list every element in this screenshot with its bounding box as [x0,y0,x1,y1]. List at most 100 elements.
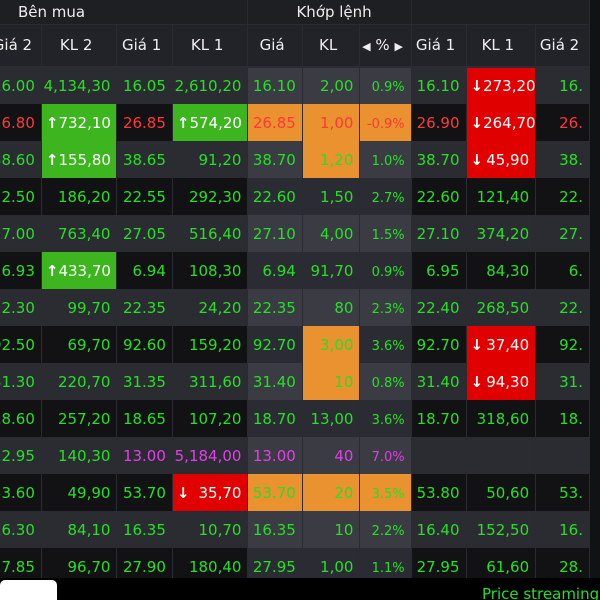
cell[interactable]: ↑ 732,10 [41,104,118,141]
column-header[interactable]: KL 1 [172,24,249,68]
cell[interactable]: 50,60 [466,474,537,511]
cell[interactable]: 6.93 [0,252,42,289]
table-row[interactable]: 22.50 186,20 22.55 292,30 22.60 1,50 2.7% 22.60… [0,178,590,215]
cell[interactable]: 49,90 [41,474,118,511]
cell[interactable]: 31.40 [247,363,303,400]
table-row[interactable]: 38.60↑155,8038.6591,2038.701,201.0%38.70… [0,141,590,178]
cell[interactable]: ↓ 45,90 [466,141,537,178]
cell[interactable]: 318,60 [466,400,537,437]
cell[interactable]: 91,70 [302,252,361,289]
cell[interactable]: 53.70 [116,474,173,511]
table-row[interactable]: 27.00 763,40 27.05 516,40 27.10 4,00 1.5% 27.10… [0,215,590,252]
cell[interactable]: 18. [535,400,590,437]
cell[interactable]: 92.70 [411,326,467,363]
cell[interactable]: 13,00 [302,400,361,437]
cell[interactable]: ↓ 35,70 [172,474,249,511]
cell[interactable]: 2.3% [359,289,412,326]
cell[interactable]: 84,10 [41,511,118,548]
cell[interactable]: ↑ 155,80 [41,141,118,178]
cell[interactable]: 0.9% [359,252,412,289]
cell[interactable]: 16. [535,511,590,548]
cell[interactable]: 374,20 [466,215,537,252]
table-row[interactable]: 16.30 84,10 16.35 10,70 16.35 10 2.2% 16.40 152,… [0,511,590,548]
cell[interactable]: 53.60 [0,474,42,511]
table-row[interactable]: 53.60 49,90 53.70 ↓ 35,70 53.70 20 3.5% 53.80 50,… [0,474,590,511]
cell[interactable]: ↓ 273,20 [466,67,537,104]
cell[interactable]: 516,40 [172,215,249,252]
cell[interactable]: 92.60 [116,326,173,363]
column-header[interactable]: Giá 1 [411,24,467,68]
cell[interactable]: 3.5% [359,474,412,511]
cell[interactable]: 22.60 [411,178,467,215]
cell[interactable]: -0.9% [359,104,412,141]
cell[interactable]: 16.10 [411,67,467,104]
cell[interactable]: 38.70 [411,141,467,178]
cell[interactable]: 22.35 [247,289,303,326]
cell[interactable]: ↓ 94,30 [466,363,537,400]
cell[interactable]: 763,40 [41,215,118,252]
table-row[interactable]: 31.30 220,70 31.35 311,60 31.40 10 0.8% 31.40 ↓9… [0,363,590,400]
cell[interactable]: 27.05 [116,215,173,252]
cell[interactable]: 22.35 [116,289,173,326]
column-header[interactable]: Giá 1 [116,24,173,68]
cell[interactable]: 22.55 [116,178,173,215]
cell[interactable]: 18.70 [411,400,467,437]
cell[interactable]: 5,184,00 [172,437,249,474]
cell[interactable]: 22. [535,289,590,326]
cell[interactable]: 16.35 [247,511,303,548]
cell[interactable]: 107,20 [172,400,249,437]
cell[interactable]: 53.70 [247,474,303,511]
cell[interactable]: 4,134,30 [41,67,118,104]
cell[interactable]: 92.50 [0,326,42,363]
cell[interactable] [411,437,467,474]
cell[interactable]: 1,20 [302,141,361,178]
cell[interactable]: 38.65 [116,141,173,178]
cell[interactable]: 2,00 [302,67,361,104]
cell[interactable]: 3.6% [359,326,412,363]
cell[interactable]: 1,50 [302,178,361,215]
cell[interactable]: 10 [302,363,361,400]
cell[interactable]: 10,70 [172,511,249,548]
cell[interactable]: 220,70 [41,363,118,400]
cell[interactable]: ↑ 433,70 [41,252,118,289]
table-row[interactable]: 12.95 140,30 13.00 5,184,00 13.00 40 7.0% [0,437,590,474]
cell[interactable]: 16.30 [0,511,42,548]
cell[interactable]: 13.00 [116,437,173,474]
cell[interactable]: 38.70 [247,141,303,178]
cell[interactable]: 3,00 [302,326,361,363]
cell[interactable]: 31.30 [0,363,42,400]
cell[interactable]: 2.2% [359,511,412,548]
cell[interactable]: 257,20 [41,400,118,437]
cell[interactable]: 1.0% [359,141,412,178]
cell[interactable]: 99,70 [41,289,118,326]
cell[interactable]: 18.65 [116,400,173,437]
cell[interactable]: 22.60 [247,178,303,215]
cell[interactable]: 31.35 [116,363,173,400]
cell[interactable]: 27.00 [0,215,42,252]
cell[interactable]: 38.60 [0,141,42,178]
column-header[interactable]: KL [302,24,361,68]
cell[interactable]: 22.30 [0,289,42,326]
cell[interactable]: 16.35 [116,511,173,548]
cell[interactable]: ↑ 574,20 [172,104,249,141]
column-header[interactable]: KL 2 [41,24,118,68]
cell[interactable]: 22.40 [411,289,467,326]
cell[interactable]: 2,610,20 [172,67,249,104]
cell[interactable]: 2.7% [359,178,412,215]
column-header[interactable]: Giá [247,24,303,68]
cell[interactable]: 3.6% [359,400,412,437]
cell[interactable]: 16.05 [116,67,173,104]
cell[interactable]: 16.40 [411,511,467,548]
cell[interactable]: 31. [535,363,590,400]
cell[interactable] [535,437,590,474]
cell[interactable]: 91,20 [172,141,249,178]
column-header[interactable]: KL 1 [466,24,537,68]
cell[interactable]: 311,60 [172,363,249,400]
cell[interactable]: 16. [535,67,590,104]
cell[interactable]: 53.80 [411,474,467,511]
cell[interactable]: 18.60 [0,400,42,437]
cell[interactable]: 152,50 [466,511,537,548]
cell[interactable]: 1.5% [359,215,412,252]
arrow-right-icon[interactable]: ▶ [394,40,403,54]
cell[interactable]: 26.85 [247,104,303,141]
